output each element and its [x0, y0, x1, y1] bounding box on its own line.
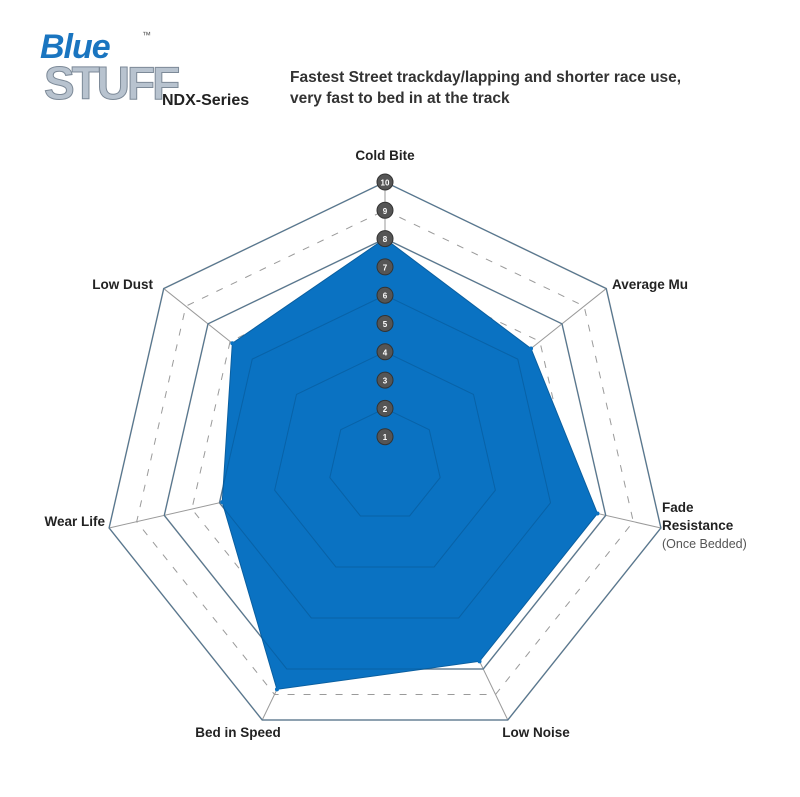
- axis-label-low-dust: Low Dust: [92, 277, 153, 292]
- scale-tick-badge: [376, 343, 394, 361]
- axis-label-low-noise: Low Noise: [502, 725, 570, 740]
- axis-label-cold-bite: Cold Bite: [355, 148, 415, 163]
- scale-tick-badge: [376, 315, 394, 332]
- grid-ring-overlay: [329, 407, 441, 517]
- series-name: NDX-Series: [162, 92, 250, 109]
- scale-tick-badge: [376, 258, 394, 276]
- scale-tick-badge: [376, 230, 394, 248]
- scale-tick-label: 7: [383, 263, 388, 272]
- scale-tick-label: 1: [383, 433, 388, 442]
- data-point: [220, 500, 225, 505]
- scale-tick-label: 2: [383, 405, 388, 414]
- scale-tick-badge: [376, 399, 394, 417]
- logo-blue-text: Blue: [40, 28, 111, 66]
- grid-ring-9: [136, 209, 634, 695]
- axis-label-fade-resistance: Fade: [662, 500, 694, 515]
- axis-label-bed-in-speed: Bed in Speed: [195, 725, 281, 740]
- data-point: [230, 341, 235, 346]
- data-area: [221, 237, 599, 690]
- scale-tick-label: 8: [383, 235, 388, 244]
- scale-tick-label: 5: [383, 320, 388, 329]
- scale-tick-badge: [376, 286, 394, 304]
- data-point: [477, 659, 482, 664]
- scale-tick-label: 3: [383, 377, 388, 386]
- data-point: [595, 511, 600, 516]
- axis-sublabel: (Once Bedded): [662, 537, 747, 551]
- axis-label-average-mu: Average Mu: [612, 277, 688, 292]
- scale-tick-label: 9: [383, 207, 388, 216]
- scale-tick-label: 10: [381, 179, 390, 188]
- grid-ring-overlay: [218, 294, 552, 619]
- grid-ring-overlay: [108, 181, 662, 721]
- data-point: [274, 687, 279, 692]
- logo-trademark: ™: [142, 30, 151, 40]
- logo-stuff-text: STUFF: [43, 57, 180, 110]
- scale-tick-label: 4: [383, 348, 388, 357]
- grid-ring-overlay: [274, 351, 496, 568]
- grid-ring-overlay: [163, 238, 607, 670]
- scale-tick-badge: [376, 201, 394, 219]
- scale-tick-badge: [376, 428, 394, 446]
- axis-label-wear-life: Wear Life: [44, 514, 105, 529]
- description: Fastest Street trackday/lapping and shor…: [290, 69, 682, 107]
- scale-tick-badge: [376, 173, 394, 191]
- scale-tick-label: 6: [383, 292, 388, 301]
- data-point: [529, 346, 534, 351]
- scale-tick-badge: [376, 371, 394, 389]
- axis-label-fade-resistance: Resistance: [662, 518, 734, 533]
